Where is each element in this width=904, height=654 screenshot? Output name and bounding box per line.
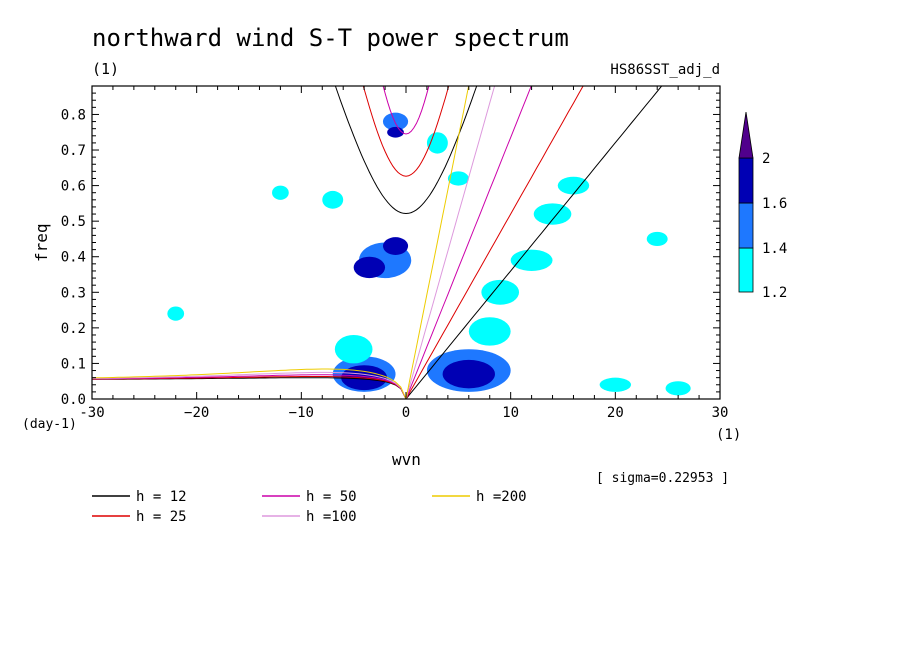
legend: h = 12 h = 50 h =200 h = 25 h =100 (92, 489, 527, 525)
contour-blob-16 (322, 190, 344, 209)
colorbar-label: 2 (762, 151, 770, 167)
rossby-curve-2 (92, 374, 407, 399)
dispersion-curves (92, 0, 720, 399)
legend-label: h =100 (306, 509, 357, 525)
spectrum-contours (167, 112, 691, 396)
y-tick-label: 0.4 (61, 250, 86, 266)
y-tick-label: 0.3 (61, 285, 86, 301)
gravity-curve-4 (92, 0, 720, 24)
contour-blob-11 (533, 203, 572, 225)
rossby-curve-4 (92, 368, 407, 399)
contour-blob-19 (599, 377, 632, 392)
contour-blob-12 (557, 176, 590, 195)
chart-subtitle-left: (1) (92, 60, 119, 78)
x-tick-label: 20 (607, 405, 624, 421)
colorbar-segment (738, 247, 754, 293)
colorbar-extend-arrow (738, 111, 754, 159)
gravity-curve-1 (362, 86, 450, 177)
contour-blob-22 (646, 231, 668, 247)
x-tick-label: −10 (289, 405, 314, 421)
legend-label: h = 12 (136, 489, 187, 505)
y-tick-label: 0.8 (61, 107, 86, 123)
legend-label: h = 25 (136, 509, 187, 525)
sigma-annotation: [ sigma=0.22953 ] (596, 471, 729, 486)
contour-blob-2 (382, 237, 409, 255)
x-tick-label: -30 (79, 405, 104, 421)
colorbar-segment (738, 202, 754, 249)
x-axis-unit: (1) (716, 427, 741, 443)
kelvin-curve-3 (405, 86, 496, 399)
kelvin-curve-0 (405, 86, 663, 399)
x-tick-label: −20 (184, 405, 209, 421)
legend-label: h = 50 (306, 489, 357, 505)
colorbar-label: 1.2 (762, 285, 787, 301)
chart-subtitle-right: HS86SST_adj_d (610, 62, 720, 78)
contour-blob-20 (665, 381, 691, 396)
kelvin-curve-1 (405, 86, 584, 399)
y-tick-label: 0.2 (61, 321, 86, 337)
kelvin-curve-4 (405, 86, 470, 399)
legend-label: h =200 (476, 489, 527, 505)
contour-blob-1 (353, 256, 386, 279)
y-axis: 0.0 0.1 0.2 0.3 0.4 0.5 0.6 0.7 0.8 (61, 92, 720, 408)
contour-blob-17 (272, 185, 289, 200)
colorbar-segment (738, 157, 754, 204)
x-tick-label: 10 (502, 405, 519, 421)
x-axis: -30 −20 −10 0 10 20 30 (79, 86, 728, 421)
colorbar: 1.2 1.4 1.6 2 (738, 111, 787, 301)
rossby-curve-3 (92, 371, 407, 399)
contour-blob-10 (510, 249, 553, 271)
y-tick-label: 0.6 (61, 179, 86, 195)
x-axis-label: wvn (392, 450, 421, 469)
gravity-curve-0 (334, 86, 478, 215)
contour-blob-8 (468, 317, 511, 346)
contour-blob-18 (447, 171, 469, 186)
contour-blob-13 (382, 112, 409, 131)
kelvin-curve-2 (405, 86, 532, 399)
chart-title: northward wind S-T power spectrum (92, 24, 569, 52)
y-tick-label: 0.7 (61, 143, 86, 159)
colorbar-label: 1.6 (762, 196, 787, 212)
contour-blob-7 (442, 359, 495, 389)
y-tick-label: 0.5 (61, 214, 86, 230)
gravity-curve-2 (382, 86, 430, 135)
y-tick-label: 0.1 (61, 356, 86, 372)
contour-blob-9 (481, 279, 520, 305)
x-tick-label: 0 (402, 405, 410, 421)
contour-blob-21 (167, 306, 185, 321)
y-tick-label: 0.0 (61, 392, 86, 408)
y-axis-unit: (day-1) (22, 417, 77, 432)
contour-blob-5 (334, 334, 373, 364)
x-tick-label: 30 (712, 405, 729, 421)
colorbar-label: 1.4 (762, 241, 787, 257)
y-axis-label: freq (32, 223, 51, 262)
